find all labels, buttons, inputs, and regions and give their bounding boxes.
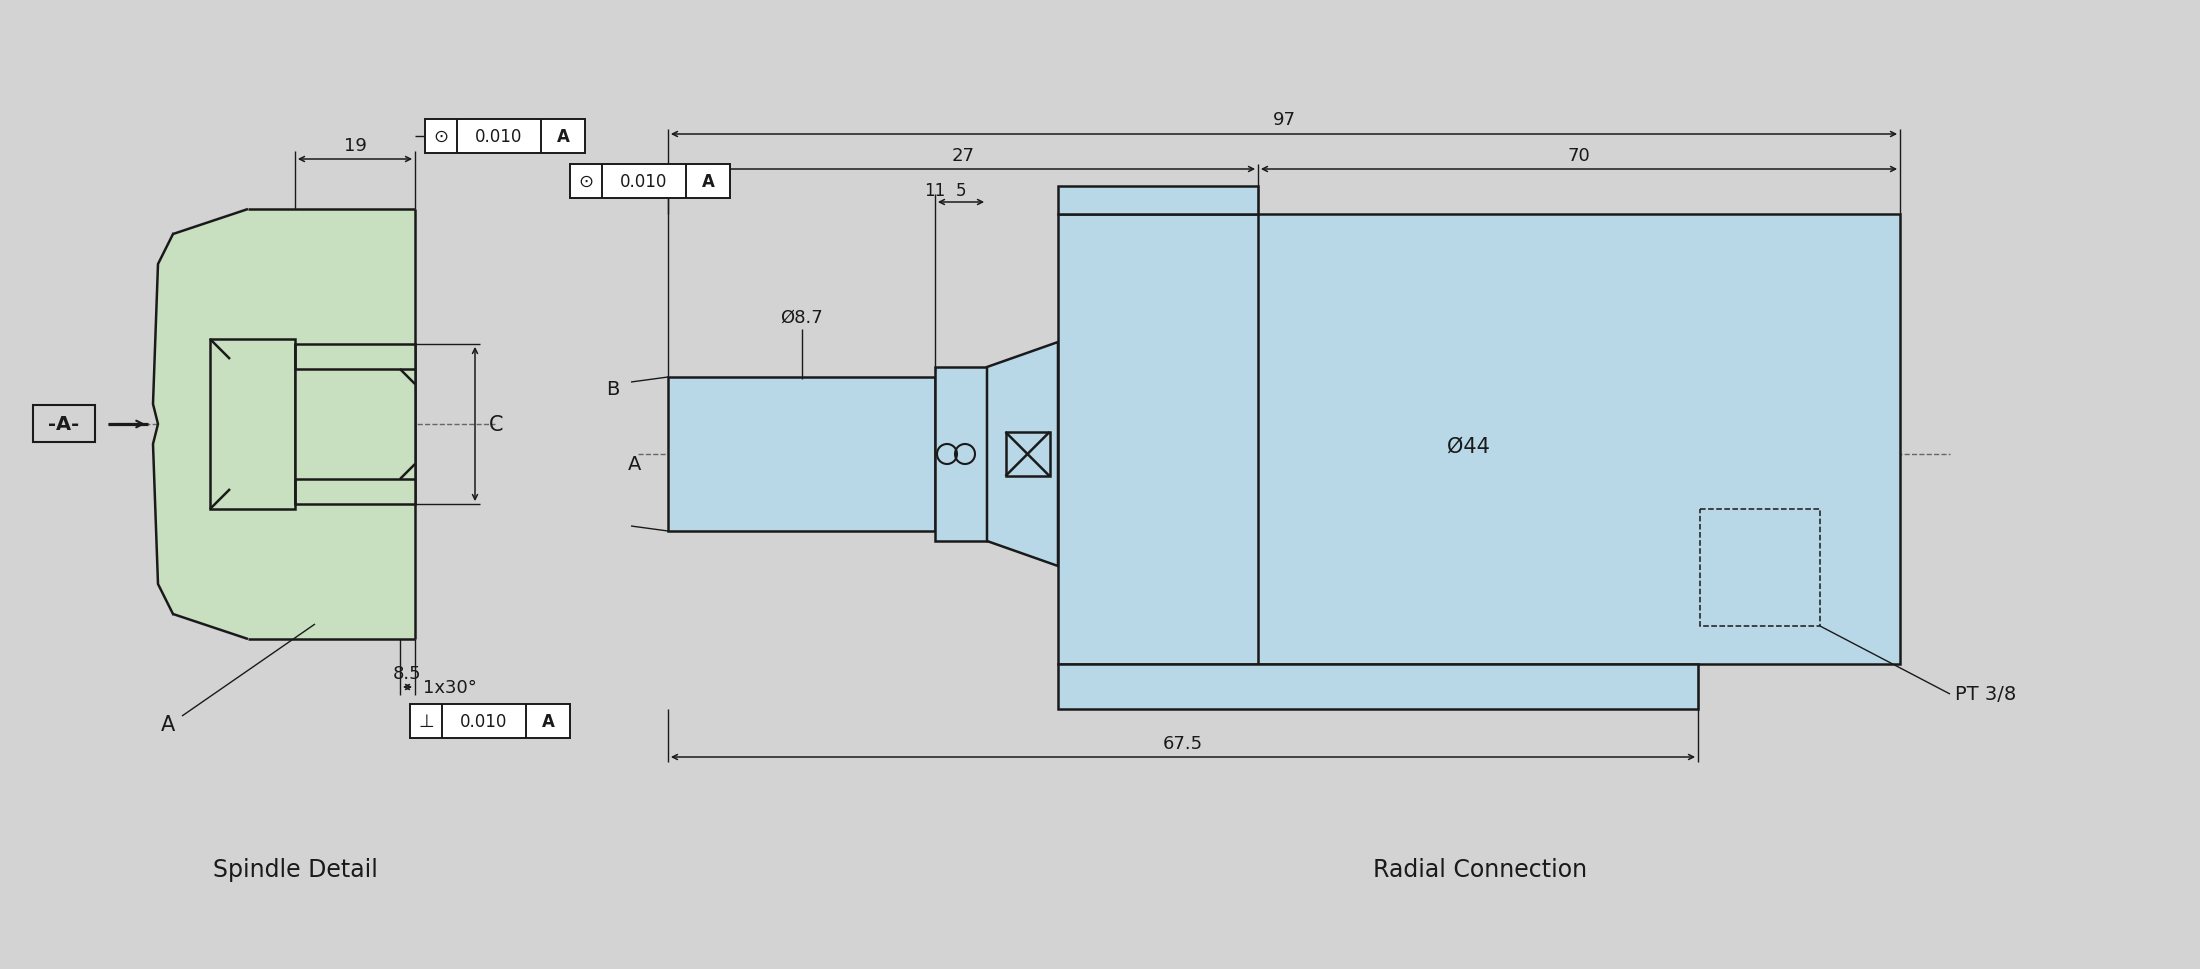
Text: C: C xyxy=(488,415,504,434)
Bar xyxy=(1058,187,1258,215)
Bar xyxy=(1005,432,1049,477)
Text: A: A xyxy=(629,455,642,474)
Text: 67.5: 67.5 xyxy=(1164,735,1203,752)
Bar xyxy=(1701,510,1819,626)
Text: PT 3/8: PT 3/8 xyxy=(1956,685,2015,703)
Text: 8.5: 8.5 xyxy=(394,665,422,682)
Text: Ø8.7: Ø8.7 xyxy=(781,309,823,327)
Text: A: A xyxy=(702,172,715,191)
Text: -A-: -A- xyxy=(48,415,79,434)
Text: 70: 70 xyxy=(1569,147,1591,165)
Text: ⊙: ⊙ xyxy=(433,128,449,146)
Bar xyxy=(33,406,95,443)
Polygon shape xyxy=(154,209,416,640)
Bar xyxy=(570,165,730,199)
Text: Radial Connection: Radial Connection xyxy=(1373,858,1586,881)
Text: A: A xyxy=(161,714,176,735)
Text: ⊙: ⊙ xyxy=(579,172,594,191)
Text: Spindle Detail: Spindle Detail xyxy=(213,858,378,881)
Text: 27: 27 xyxy=(953,147,975,165)
Text: A: A xyxy=(557,128,570,146)
Text: 0.010: 0.010 xyxy=(475,128,524,146)
Text: 0.010: 0.010 xyxy=(620,172,667,191)
Polygon shape xyxy=(988,343,1058,567)
Bar xyxy=(409,704,570,738)
Bar xyxy=(1058,215,1901,665)
Bar xyxy=(935,367,988,542)
Bar xyxy=(1058,665,1698,709)
Text: 1x30°: 1x30° xyxy=(422,678,477,697)
Text: Ø44: Ø44 xyxy=(1448,437,1489,456)
Bar xyxy=(209,340,295,510)
Bar xyxy=(425,120,585,154)
Bar xyxy=(295,345,416,505)
Text: B: B xyxy=(607,380,620,399)
Text: 19: 19 xyxy=(343,137,367,155)
Text: 97: 97 xyxy=(1272,110,1296,129)
Text: ⊥: ⊥ xyxy=(418,712,433,731)
Text: 0.010: 0.010 xyxy=(460,712,508,731)
Text: A: A xyxy=(541,712,554,731)
Bar xyxy=(669,378,935,531)
Text: 5: 5 xyxy=(955,182,966,200)
Text: 11: 11 xyxy=(924,182,946,200)
